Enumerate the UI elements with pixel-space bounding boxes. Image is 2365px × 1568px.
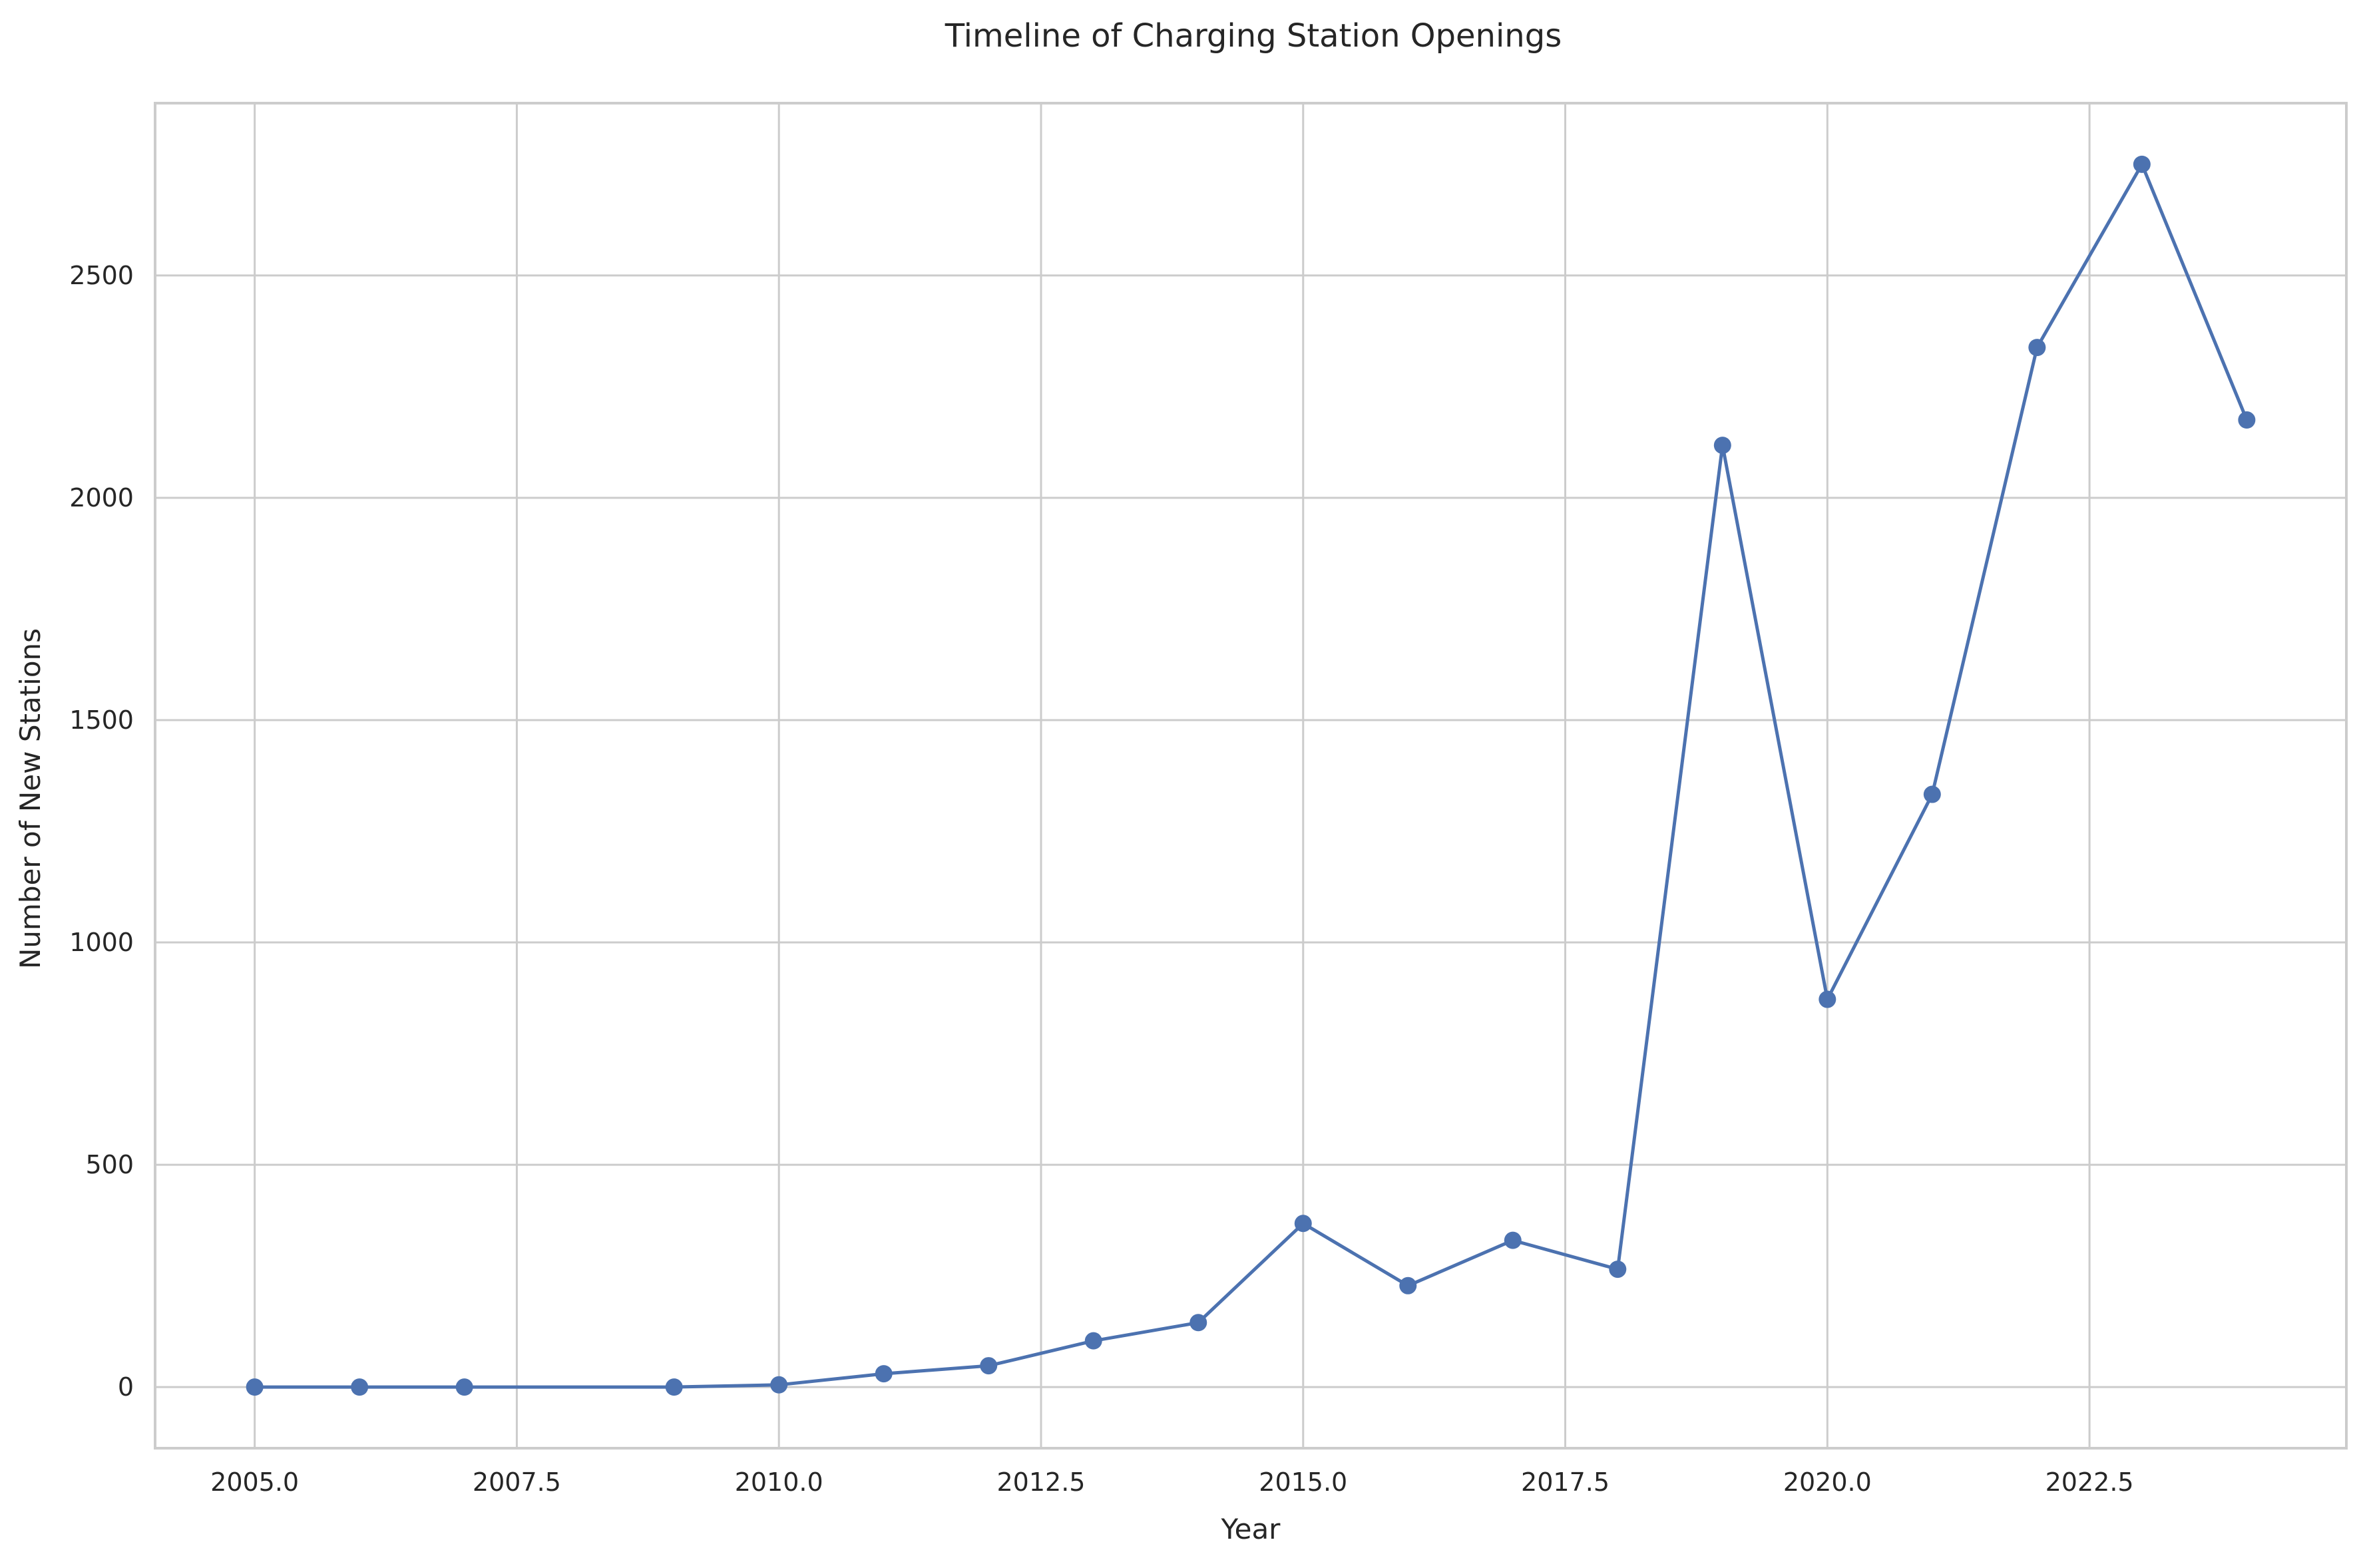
y-tick-label: 2500 — [69, 261, 134, 290]
y-tick-label: 2000 — [69, 483, 134, 512]
x-axis-ticks: 2005.0 2007.5 2010.0 2012.5 2015.0 2017.5 2020… — [210, 1468, 2133, 1497]
x-tick-label: 2007.5 — [473, 1468, 561, 1497]
data-point — [2238, 411, 2256, 429]
data-point — [455, 1378, 473, 1396]
data-point — [665, 1378, 683, 1396]
x-tick-label: 2012.5 — [996, 1468, 1085, 1497]
x-axis-label: Year — [1221, 1513, 1281, 1545]
data-point — [1189, 1314, 1207, 1332]
data-point — [2133, 155, 2151, 173]
data-point — [246, 1378, 264, 1396]
data-point — [1399, 1276, 1417, 1294]
chart-title: Timeline of Charging Station Openings — [945, 17, 1562, 55]
series-layer — [246, 155, 2256, 1396]
x-tick-label: 2017.5 — [1521, 1468, 1610, 1497]
series-line — [254, 162, 2249, 1389]
data-point — [1713, 437, 1731, 455]
data-point — [1294, 1215, 1312, 1233]
data-point — [2028, 339, 2046, 357]
x-tick-label: 2022.5 — [2045, 1468, 2134, 1497]
grid — [155, 103, 2346, 1448]
x-tick-label: 2005.0 — [210, 1468, 299, 1497]
data-point — [980, 1357, 998, 1375]
y-tick-label: 500 — [85, 1150, 134, 1179]
y-tick-label: 1000 — [69, 928, 134, 957]
y-axis-label: Number of New Stations — [14, 628, 47, 969]
data-point — [351, 1378, 369, 1396]
data-point — [1609, 1261, 1627, 1278]
data-point — [1504, 1231, 1522, 1249]
data-point — [1084, 1332, 1102, 1350]
y-tick-label: 0 — [118, 1372, 134, 1402]
data-point — [875, 1365, 893, 1383]
x-tick-label: 2015.0 — [1259, 1468, 1347, 1497]
plot-frame — [154, 102, 2348, 1450]
x-tick-label: 2020.0 — [1783, 1468, 1872, 1497]
data-point — [1819, 990, 1836, 1008]
data-point — [770, 1376, 788, 1394]
x-tick-label: 2010.0 — [735, 1468, 823, 1497]
data-point — [1923, 785, 1941, 803]
y-tick-label: 1500 — [69, 705, 134, 735]
y-axis-ticks: 0 500 1000 1500 2000 2500 — [69, 261, 134, 1402]
